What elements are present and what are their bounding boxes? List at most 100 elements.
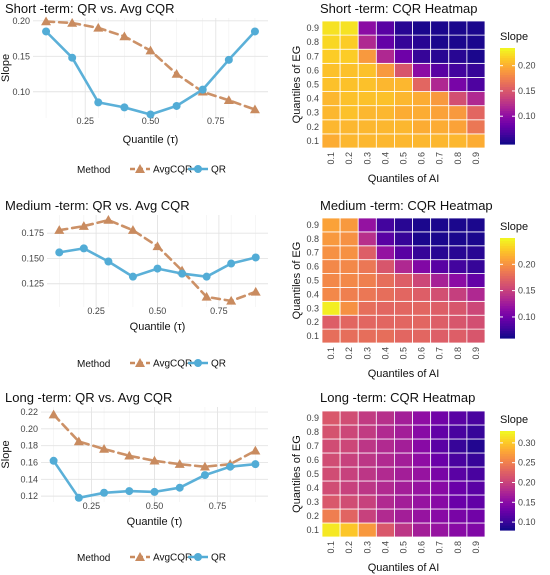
- y-tick-label: 0.5: [306, 469, 319, 479]
- colorbar-segment: [500, 305, 515, 309]
- heatmap-cell: [339, 77, 359, 92]
- colorbar-segment: [500, 96, 515, 99]
- heatmap-cell: [321, 424, 341, 440]
- heatmap-cell: [412, 34, 432, 50]
- heatmap-cell: [394, 328, 413, 344]
- x-tick-label: 0.7: [435, 152, 445, 165]
- colorbar-segment: [500, 100, 515, 104]
- y-tick-label: 0.8: [306, 37, 319, 47]
- heatmap-cell: [357, 91, 377, 107]
- heatmap-cell: [357, 410, 377, 426]
- x-axis-title: Quantiles of AI: [368, 562, 440, 574]
- heatmap-cell: [448, 494, 468, 510]
- heatmap-cell: [321, 410, 341, 426]
- heatmap-cell: [339, 508, 359, 524]
- colorbar-tick-label: 0.30: [518, 438, 536, 448]
- heatmap-cell: [394, 231, 413, 247]
- x-tick-label: 0.2: [344, 347, 354, 360]
- data-point-qr: [178, 269, 187, 278]
- heatmap-cell: [375, 300, 395, 316]
- colorbar-segment: [500, 325, 515, 329]
- heatmap-cell: [321, 217, 341, 233]
- colorbar-tick-label: 0.15: [518, 86, 536, 96]
- heatmap-cell: [357, 245, 377, 261]
- data-point-qr: [226, 462, 235, 471]
- heatmap-cell: [339, 231, 359, 247]
- legend-key-marker: [135, 552, 145, 561]
- heatmap-cell: [357, 259, 377, 274]
- heatmap-cell: [430, 328, 450, 344]
- colorbar-segment: [500, 238, 515, 242]
- colorbar-segment: [500, 460, 515, 464]
- colorbar-segment: [500, 69, 515, 73]
- colorbar-segment: [500, 278, 515, 282]
- data-point-qr: [250, 27, 259, 36]
- x-axis-title: Quantile (τ): [123, 134, 179, 146]
- heatmap-cell: [466, 452, 486, 468]
- legend-title: Method: [77, 553, 110, 564]
- colorbar-segment: [500, 270, 515, 274]
- heatmap-cell: [448, 105, 468, 121]
- heatmap-cell: [394, 438, 413, 454]
- y-tick-label: 0.125: [21, 279, 44, 289]
- y-tick-label: 0.22: [20, 407, 38, 417]
- heatmap-cell: [412, 328, 432, 344]
- colorbar-segment: [500, 310, 515, 314]
- heatmap-cell: [448, 522, 468, 538]
- heatmap-cell: [412, 20, 432, 36]
- colorbar-segment: [500, 74, 515, 78]
- heatmap-cell: [412, 259, 432, 274]
- heatmap-cell: [394, 20, 413, 36]
- colorbar: Slope 0.10 0.15 0.20: [500, 221, 536, 339]
- colorbar-segment: [500, 79, 515, 83]
- heatmap-cell: [448, 424, 468, 440]
- heatmap-cell: [375, 133, 395, 149]
- data-point-qr: [251, 460, 260, 469]
- heatmap-cell: [448, 259, 468, 274]
- legend-label: QR: [211, 553, 226, 564]
- heatmap-cell: [466, 245, 486, 261]
- x-tick-label: 0.1: [326, 541, 336, 554]
- legend-label: AvgCQR: [153, 553, 192, 564]
- heatmap-cell: [375, 273, 395, 288]
- heatmap-cell: [375, 438, 395, 454]
- heatmap-cell: [357, 34, 377, 50]
- colorbar-segment: [500, 455, 515, 459]
- heatmap-cell: [448, 133, 468, 149]
- heatmap-cell: [321, 522, 341, 538]
- colorbar-segment: [500, 475, 515, 479]
- x-tick-label: 0.75: [207, 116, 225, 126]
- colorbar-segment: [500, 76, 515, 80]
- y-tick-label: 0.1: [306, 331, 319, 341]
- colorbar-segment: [500, 510, 515, 514]
- heatmap-cell: [394, 287, 413, 302]
- heatmap-cell: [448, 328, 468, 344]
- heatmap-cell: [339, 91, 359, 107]
- colorbar-title: Slope: [500, 414, 528, 426]
- heatmap-cell: [412, 466, 432, 482]
- y-axis-title: Quantiles of EG: [291, 242, 303, 320]
- heatmap-cell: [375, 410, 395, 426]
- data-point-avgcqr: [250, 286, 261, 296]
- heatmap-cell: [375, 480, 395, 496]
- x-tick-label: 0.3: [362, 152, 372, 165]
- colorbar-segment: [500, 260, 515, 264]
- colorbar-segment: [500, 120, 515, 123]
- heatmap-cell: [430, 494, 450, 510]
- heatmap-cell: [394, 494, 413, 510]
- x-tick-label: 0.25: [76, 116, 94, 126]
- x-tick-label: 0.4: [380, 541, 390, 554]
- heatmap-cell: [375, 424, 395, 440]
- colorbar-segment: [500, 105, 515, 109]
- heatmap-cell: [321, 273, 341, 288]
- heatmap-cell: [430, 480, 450, 496]
- heatmap-cell: [430, 438, 450, 454]
- heatmap-cell: [375, 508, 395, 524]
- y-tick-label: 0.14: [20, 474, 38, 484]
- legend-title: Method: [77, 359, 110, 370]
- heatmap-cell: [321, 91, 341, 107]
- colorbar-segment: [500, 298, 515, 302]
- heatmap-cell: [339, 273, 359, 288]
- colorbar-segment: [500, 253, 515, 257]
- heatmap-cell: [412, 62, 432, 78]
